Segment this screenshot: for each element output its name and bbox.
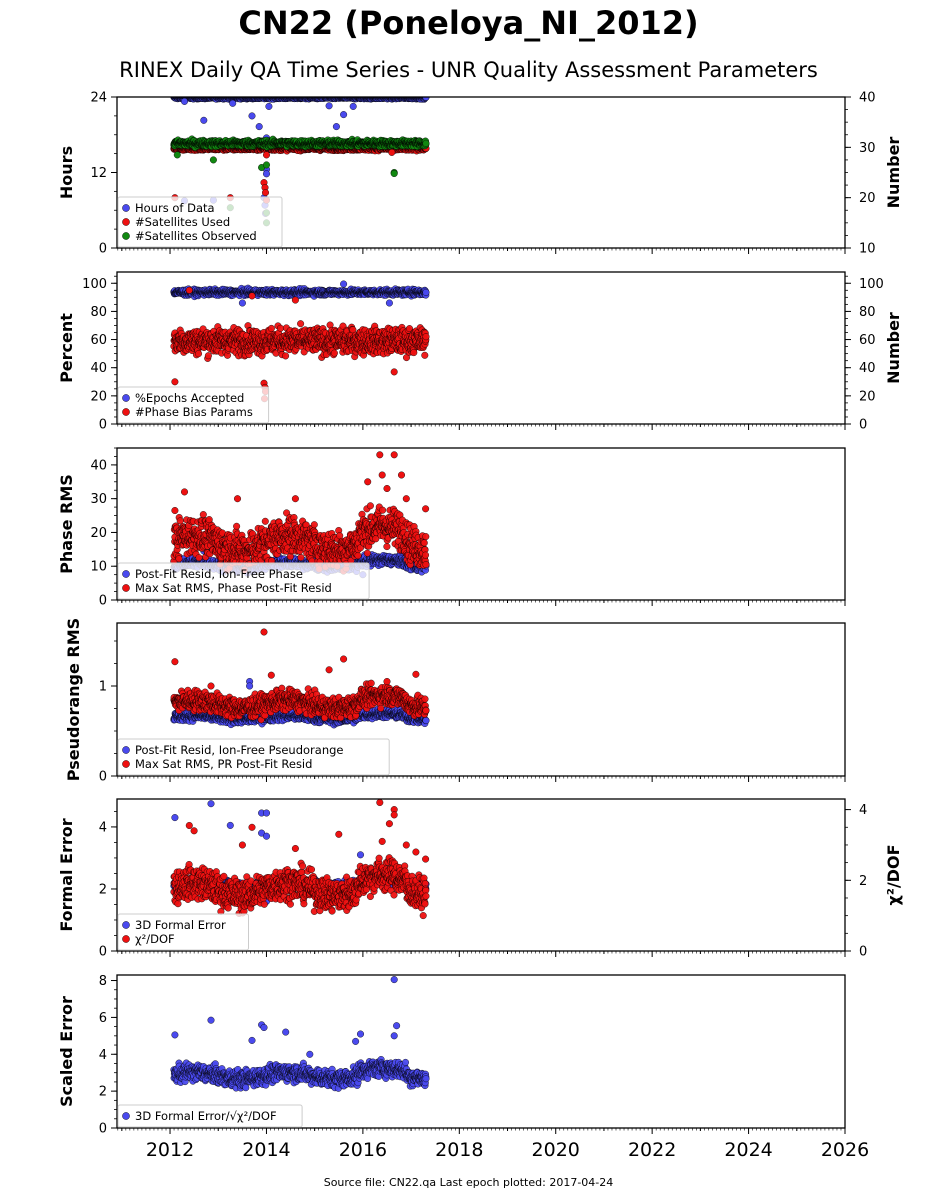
ytick-label: 24 [90, 91, 107, 106]
chart-title: CN22 (Poneloya_NI_2012) [238, 4, 699, 42]
data-point [263, 151, 271, 159]
data-point [194, 350, 202, 358]
data-point [422, 139, 430, 147]
data-point [173, 151, 181, 159]
data-point [204, 352, 212, 360]
legend-marker [122, 204, 130, 212]
data-point [282, 352, 290, 360]
data-point [325, 102, 333, 110]
data-point [263, 170, 271, 178]
ytick-right-label: 10 [859, 242, 876, 257]
legend-label: Hours of Data [135, 201, 215, 215]
chart-subtitle: RINEX Daily QA Time Series - UNR Quality… [119, 58, 818, 82]
data-point [340, 280, 348, 288]
series-3 [170, 135, 430, 227]
data-point [200, 116, 208, 124]
y-axis-label-right: Number [884, 137, 903, 209]
data-point [238, 299, 246, 307]
data-point [277, 324, 285, 332]
data-point [209, 156, 217, 164]
data-point [180, 97, 188, 105]
data-point [340, 111, 348, 119]
data-points [170, 97, 430, 227]
series-1 [170, 97, 430, 217]
series-1 [170, 280, 430, 307]
data-point [390, 169, 398, 177]
data-point [349, 102, 357, 110]
data-point [263, 161, 271, 169]
ytick-right-label: 40 [859, 91, 876, 106]
ytick-label: 12 [90, 166, 107, 181]
data-point [297, 320, 305, 328]
data-point [267, 324, 275, 332]
data-point [388, 148, 396, 156]
data-point [385, 299, 393, 307]
data-point [229, 99, 237, 107]
series-2 [170, 141, 430, 204]
panel-2: 020406080100020406080100NumberPercent%Ep… [57, 271, 903, 433]
legend-marker [122, 218, 130, 226]
y-axis-label: Hours [57, 146, 76, 199]
data-point [265, 102, 273, 110]
data-point [262, 189, 270, 197]
ytick-right-label: 30 [859, 141, 876, 156]
data-point [332, 123, 340, 131]
ytick-label: 0 [99, 242, 107, 257]
ytick-right-label: 20 [859, 191, 876, 206]
legend-marker [122, 232, 130, 240]
data-point [255, 123, 263, 131]
data-points [170, 280, 430, 403]
data-point [330, 349, 338, 357]
legend-label: #Satellites Observed [135, 229, 257, 243]
data-point [422, 288, 430, 296]
legend: Hours of Data#Satellites Used#Satellites… [117, 196, 283, 248]
legend-label: #Satellites Used [135, 215, 230, 229]
data-point [248, 112, 256, 120]
